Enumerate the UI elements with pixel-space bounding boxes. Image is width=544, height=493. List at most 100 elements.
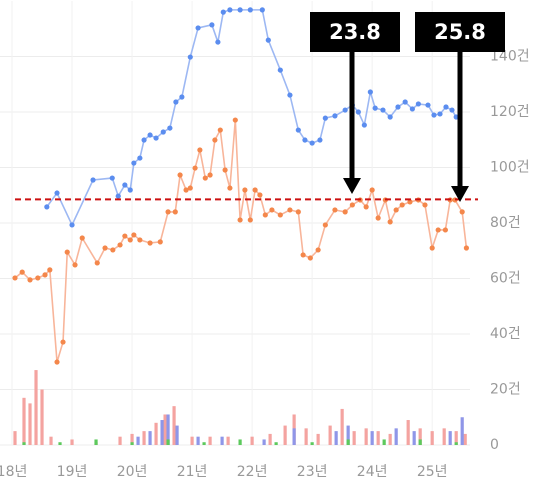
bar [376, 431, 380, 445]
annotation-text: 25.8 [434, 20, 486, 44]
point [387, 114, 393, 120]
bar [346, 425, 350, 445]
point [395, 104, 401, 110]
bar [166, 439, 170, 445]
y-tick-label: 100건 [490, 160, 530, 176]
bar [448, 431, 452, 445]
bar [136, 436, 140, 445]
point [342, 107, 348, 113]
bar [28, 403, 32, 445]
point [295, 209, 301, 215]
point [177, 172, 183, 178]
bar [406, 420, 410, 445]
point [429, 245, 435, 251]
bar [334, 431, 338, 445]
point [332, 113, 338, 119]
point [122, 182, 128, 188]
point [387, 219, 393, 225]
point [94, 260, 100, 266]
bar [34, 370, 38, 445]
point [127, 187, 133, 193]
bar [130, 433, 134, 445]
bar [418, 439, 422, 445]
bar [388, 433, 392, 445]
bar [142, 431, 146, 445]
bar [268, 433, 272, 445]
point [167, 125, 173, 131]
point [442, 227, 448, 233]
point [463, 245, 469, 251]
x-tick-label: 18년 [0, 464, 27, 480]
bar [130, 442, 134, 445]
bar [154, 422, 158, 445]
point [269, 207, 275, 213]
point [220, 9, 226, 15]
point [307, 255, 313, 261]
point [449, 107, 455, 113]
bar [316, 433, 320, 445]
point [54, 359, 60, 365]
bar [220, 436, 224, 445]
point [435, 227, 441, 233]
plot-area [0, 1, 478, 446]
x-tick-label: 20년 [117, 464, 148, 480]
point [453, 114, 459, 120]
bar [190, 436, 194, 445]
point [437, 111, 443, 117]
bar [463, 433, 467, 445]
point [431, 112, 437, 118]
point [342, 209, 348, 215]
point [69, 222, 75, 228]
bar [148, 431, 152, 445]
bar [22, 442, 26, 445]
point [183, 187, 189, 193]
x-tick-label: 23년 [297, 464, 328, 480]
bar [22, 397, 26, 445]
point [361, 122, 367, 128]
point [380, 107, 386, 113]
point [44, 204, 50, 210]
point [64, 249, 70, 255]
point [172, 209, 178, 215]
point [131, 232, 137, 238]
point [367, 89, 373, 95]
bar [118, 436, 122, 445]
point [237, 7, 243, 13]
y-tick-label: 0 [490, 437, 499, 453]
point [247, 217, 253, 223]
point [322, 115, 328, 121]
bar [196, 436, 200, 445]
bar [442, 428, 446, 445]
bar [418, 428, 422, 445]
point [160, 129, 166, 135]
bar [460, 417, 464, 445]
point [277, 212, 283, 218]
point [157, 239, 163, 245]
point [300, 252, 306, 258]
point [349, 202, 355, 208]
bar [238, 439, 242, 445]
point [375, 215, 381, 221]
point [187, 185, 193, 191]
point [332, 207, 338, 213]
bar [274, 442, 278, 445]
x-tick-label: 22년 [237, 464, 268, 480]
point [393, 207, 399, 213]
point [459, 209, 465, 215]
bar [40, 389, 44, 445]
point [247, 7, 253, 13]
point [355, 109, 361, 115]
bar [250, 436, 254, 445]
point [322, 222, 328, 228]
point [141, 137, 147, 143]
point [317, 137, 323, 143]
point [262, 212, 268, 218]
bar [13, 431, 17, 445]
point [79, 235, 85, 241]
point [165, 209, 171, 215]
point [402, 99, 408, 105]
annotation-box [310, 12, 400, 52]
point [110, 247, 116, 253]
y-tick-label: 120건 [490, 104, 530, 120]
bar [430, 431, 434, 445]
